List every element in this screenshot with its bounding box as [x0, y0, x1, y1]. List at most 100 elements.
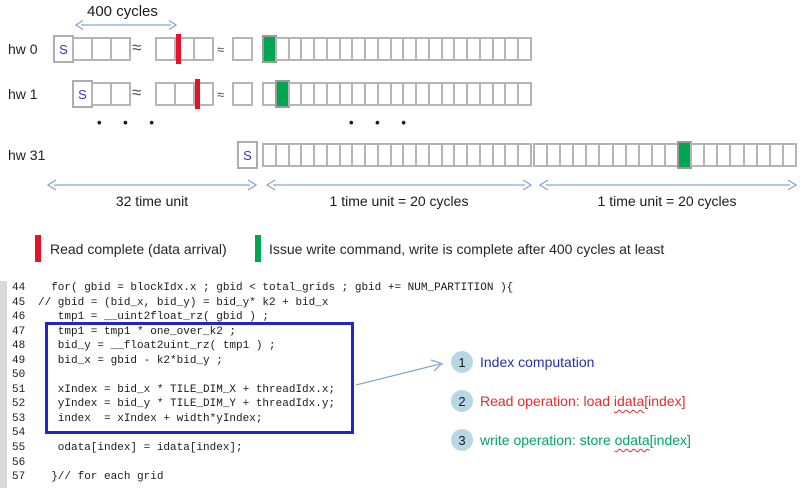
code-line: 52 yIndex = bid_y * TILE_DIM_Y + threadI…	[0, 397, 560, 412]
code-line: 51 xIndex = bid_x * TILE_DIM_X + threadI…	[0, 383, 560, 398]
timeline-cell	[91, 37, 112, 61]
line-number: 54	[12, 427, 26, 440]
annotation-2-word: idata	[613, 393, 645, 409]
cycles-arrow	[74, 19, 178, 31]
annotation-2-label: Read operation: load idata[index]	[480, 393, 685, 409]
row-label-hw0: hw 0	[8, 41, 38, 57]
code-text: }// for each grid	[38, 471, 164, 484]
time-axis-arrow-1	[46, 179, 258, 191]
cell-group-lead-hw0	[72, 37, 131, 61]
line-number: 52	[12, 398, 26, 411]
code-text: for( gbid = blockIdx.x ; gbid < total_gr…	[38, 282, 514, 294]
timeline-cell	[72, 37, 93, 61]
line-number: 44	[12, 282, 26, 294]
timeline-cell	[110, 82, 131, 106]
approx-symbol: ≈	[217, 42, 225, 57]
code-line: 48 bid_y = __float2uint_rz( tmp1 ) ;	[0, 339, 560, 354]
legend-read-marker	[35, 235, 41, 262]
cell-group-tail-hw0	[232, 37, 253, 61]
code-text: tmp1 = __uint2float_rz( gbid ) ;	[38, 311, 270, 324]
cell-group-mid-hw0	[155, 34, 214, 64]
annotation-3-label: write operation: store odata[index]	[480, 432, 691, 448]
timeline-cell	[517, 37, 532, 61]
timeline-cell	[781, 143, 797, 167]
approx-symbol: ≈	[132, 38, 142, 57]
legend-read-label: Read complete (data arrival)	[50, 241, 227, 257]
timeline-cell	[174, 82, 195, 106]
ellipsis-dots: • • •	[97, 115, 163, 130]
start-box-hw0: S	[53, 35, 74, 63]
code-line: 54	[0, 426, 560, 441]
code-line: 50	[0, 368, 560, 383]
code-line: 57 }// for each grid	[0, 470, 560, 485]
annotation-2-suffix: [index]	[644, 393, 686, 409]
read-complete-marker	[176, 34, 181, 64]
legend-write-label: Issue write command, write is complete a…	[269, 241, 665, 257]
code-line: 45 // gbid = (bid_x, bid_y) = bid_y* k2 +…	[0, 296, 560, 311]
ellipsis-dots: • • •	[349, 115, 415, 130]
code-line: 47 tmp1 = tmp1 * one_over_k2 ;	[0, 325, 560, 340]
code-listing: 44 for( gbid = blockIdx.x ; gbid < total…	[0, 281, 560, 485]
code-line: 49 bid_x = gbid - k2*bid_y ;	[0, 354, 560, 369]
annotation-3-prefix: write operation: store	[480, 432, 615, 448]
annotation-2-prefix: Read operation: load	[480, 393, 614, 409]
line-number: 49	[12, 354, 26, 367]
annotation-2-badge: 2	[451, 390, 473, 412]
cell-group-tail-hw1	[232, 82, 253, 106]
approx-symbol: ≈	[132, 83, 142, 102]
annotation-3-word: odata	[614, 432, 650, 448]
code-line: 53 index = xIndex + width*yIndex;	[0, 412, 560, 427]
legend-write-marker	[255, 235, 261, 262]
annotation-3-suffix: [index]	[649, 432, 691, 448]
line-number: 56	[12, 456, 26, 469]
timeline-cell	[517, 82, 532, 106]
cycles-label: 400 cycles	[87, 3, 158, 20]
highlight-box	[45, 322, 354, 434]
code-gutter-strip	[0, 281, 7, 488]
code-text: xIndex = bid_x * TILE_DIM_X + threadIdx.…	[38, 383, 336, 396]
time-axis-label-3: 1 time unit = 20 cycles	[597, 193, 737, 209]
connector-arrow	[355, 359, 444, 386]
annotation-1-label: Index computation	[480, 354, 594, 370]
line-number: 50	[12, 369, 26, 382]
timeline-cell	[91, 82, 112, 106]
approx-symbol: ≈	[217, 87, 225, 102]
code-text: bid_x = gbid - k2*bid_y ;	[38, 354, 223, 367]
timeline-cell	[232, 82, 253, 106]
line-number: 48	[12, 340, 26, 353]
code-line: 46 tmp1 = __uint2float_rz( gbid ) ;	[0, 310, 560, 325]
cell-group-long-hw1	[262, 80, 532, 108]
code-text: index = xIndex + width*yIndex;	[38, 412, 263, 425]
timeline-cell	[155, 37, 176, 61]
time-axis-arrow-2	[265, 179, 533, 191]
cell-group-long-hw0	[262, 35, 532, 63]
time-axis-label-2: 1 time unit = 20 cycles	[329, 193, 469, 209]
time-axis-label-1: 32 time unit	[115, 193, 189, 209]
code-text: odata[index] = idata[index];	[38, 442, 243, 455]
row-label-hw1: hw 1	[8, 86, 38, 102]
code-text: // gbid = (bid_x, bid_y) = bid_y* k2 + b…	[38, 296, 329, 309]
line-number: 55	[12, 442, 26, 455]
line-number: 46	[12, 311, 26, 324]
code-line: 55 odata[index] = idata[index];	[0, 441, 560, 456]
cell-group-lead-hw1	[91, 82, 131, 106]
timeline-cell	[155, 82, 176, 106]
timeline-cell	[232, 37, 253, 61]
code-text: yIndex = bid_y * TILE_DIM_Y + threadIdx.…	[38, 398, 336, 411]
row-label-hw31: hw 31	[8, 147, 46, 163]
cell-group-long-hw31	[262, 143, 532, 167]
line-number: 51	[12, 383, 26, 396]
annotation-3-badge: 3	[451, 429, 473, 451]
annotation-1-text: Index computation	[480, 354, 595, 370]
line-number: 53	[12, 412, 26, 425]
time-axis-arrow-3	[538, 179, 798, 191]
read-complete-marker	[195, 79, 200, 109]
timeline-cell	[110, 37, 131, 61]
line-number: 47	[12, 325, 26, 338]
code-text: bid_y = __float2uint_rz( tmp1 ) ;	[38, 340, 276, 353]
start-box-hw1: S	[72, 80, 93, 108]
code-line: 44 for( gbid = blockIdx.x ; gbid < total…	[0, 281, 560, 296]
line-number: 45	[12, 296, 26, 309]
code-line: 56	[0, 456, 560, 471]
